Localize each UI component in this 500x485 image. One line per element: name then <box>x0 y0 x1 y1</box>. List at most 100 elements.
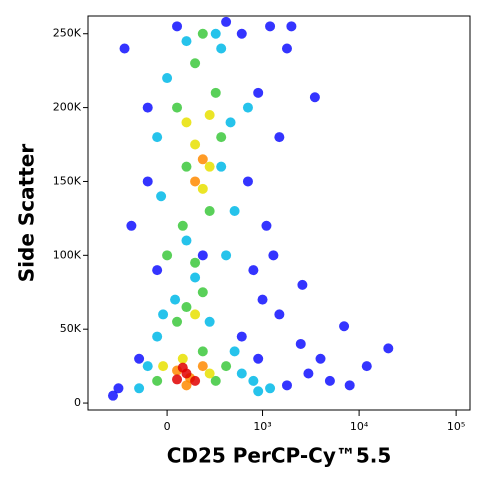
event-point <box>315 353 326 364</box>
event-point <box>190 58 201 69</box>
event-point <box>177 362 188 373</box>
event-point <box>229 206 240 217</box>
event-point <box>142 102 153 113</box>
event-point <box>204 161 215 172</box>
event-point <box>142 361 153 372</box>
event-point <box>152 132 163 143</box>
event-point <box>210 375 221 386</box>
event-point <box>190 176 201 187</box>
x-axis-title: CD25 PerCP-Cy™5.5 <box>167 444 392 468</box>
x-tick-label: 10⁴ <box>350 420 369 433</box>
event-point <box>181 235 192 246</box>
event-point <box>253 87 264 98</box>
event-point <box>303 368 314 379</box>
event-point <box>197 183 208 194</box>
event-point <box>204 206 215 217</box>
event-point <box>309 92 320 103</box>
x-tick-label: 0 <box>164 420 171 433</box>
event-point <box>156 191 167 202</box>
event-point <box>242 102 253 113</box>
y-tick-label: 50K <box>60 322 82 335</box>
event-point <box>248 375 259 386</box>
event-point <box>197 287 208 298</box>
event-point <box>134 353 145 364</box>
y-tick-label: 0 <box>74 396 81 409</box>
event-point <box>172 374 183 385</box>
event-point <box>107 390 118 401</box>
event-point <box>236 28 247 39</box>
event-point <box>216 161 227 172</box>
event-point <box>324 375 335 386</box>
event-point <box>158 309 169 320</box>
event-point <box>210 87 221 98</box>
y-tick-label: 200K <box>53 101 82 114</box>
event-point <box>113 383 124 394</box>
event-point <box>190 309 201 320</box>
event-point <box>190 375 201 386</box>
x-tick-label: 10³ <box>253 420 271 433</box>
event-point <box>181 117 192 128</box>
event-point <box>265 21 276 32</box>
event-point <box>242 176 253 187</box>
event-point <box>274 309 285 320</box>
event-point <box>172 102 183 113</box>
event-point <box>248 265 259 276</box>
event-point <box>204 109 215 120</box>
event-point <box>339 321 350 332</box>
event-point <box>253 386 264 397</box>
event-point <box>204 316 215 327</box>
event-point <box>210 28 221 39</box>
event-point <box>295 338 306 349</box>
event-point <box>268 250 279 261</box>
event-point <box>225 117 236 128</box>
event-point <box>236 368 247 379</box>
event-point <box>274 132 285 143</box>
event-point <box>281 380 292 391</box>
y-tick-label: 250K <box>53 27 82 40</box>
event-point <box>297 279 308 290</box>
event-point <box>204 368 215 379</box>
event-point <box>142 176 153 187</box>
event-point <box>221 250 232 261</box>
event-point <box>152 265 163 276</box>
event-point <box>181 36 192 47</box>
event-point <box>190 257 201 268</box>
event-point <box>177 220 188 231</box>
event-point <box>344 380 355 391</box>
event-point <box>162 250 173 261</box>
y-axis-title: Side Scatter <box>15 144 39 283</box>
event-point <box>162 73 173 84</box>
y-tick-label: 100K <box>53 248 82 261</box>
event-point <box>229 346 240 357</box>
event-point <box>181 161 192 172</box>
event-point <box>361 361 372 372</box>
event-point <box>172 316 183 327</box>
event-point <box>119 43 130 54</box>
x-tick-label: 10⁵ <box>447 420 465 433</box>
event-point <box>152 375 163 386</box>
event-point <box>158 361 169 372</box>
event-point <box>197 250 208 261</box>
event-point <box>197 28 208 39</box>
event-point <box>257 294 268 305</box>
event-point <box>197 361 208 372</box>
event-point <box>177 353 188 364</box>
event-point <box>383 343 394 354</box>
event-point <box>286 21 297 32</box>
event-point <box>216 43 227 54</box>
event-point <box>197 154 208 165</box>
event-point <box>261 220 272 231</box>
event-point <box>152 331 163 342</box>
event-point <box>221 361 232 372</box>
event-point <box>134 383 145 394</box>
event-point <box>190 272 201 283</box>
plot-frame <box>87 15 471 411</box>
event-point <box>216 132 227 143</box>
event-point <box>172 21 183 32</box>
y-tick-label: 150K <box>53 174 82 187</box>
event-point <box>181 302 192 313</box>
event-point <box>197 346 208 357</box>
event-point <box>253 353 264 364</box>
event-point <box>281 43 292 54</box>
